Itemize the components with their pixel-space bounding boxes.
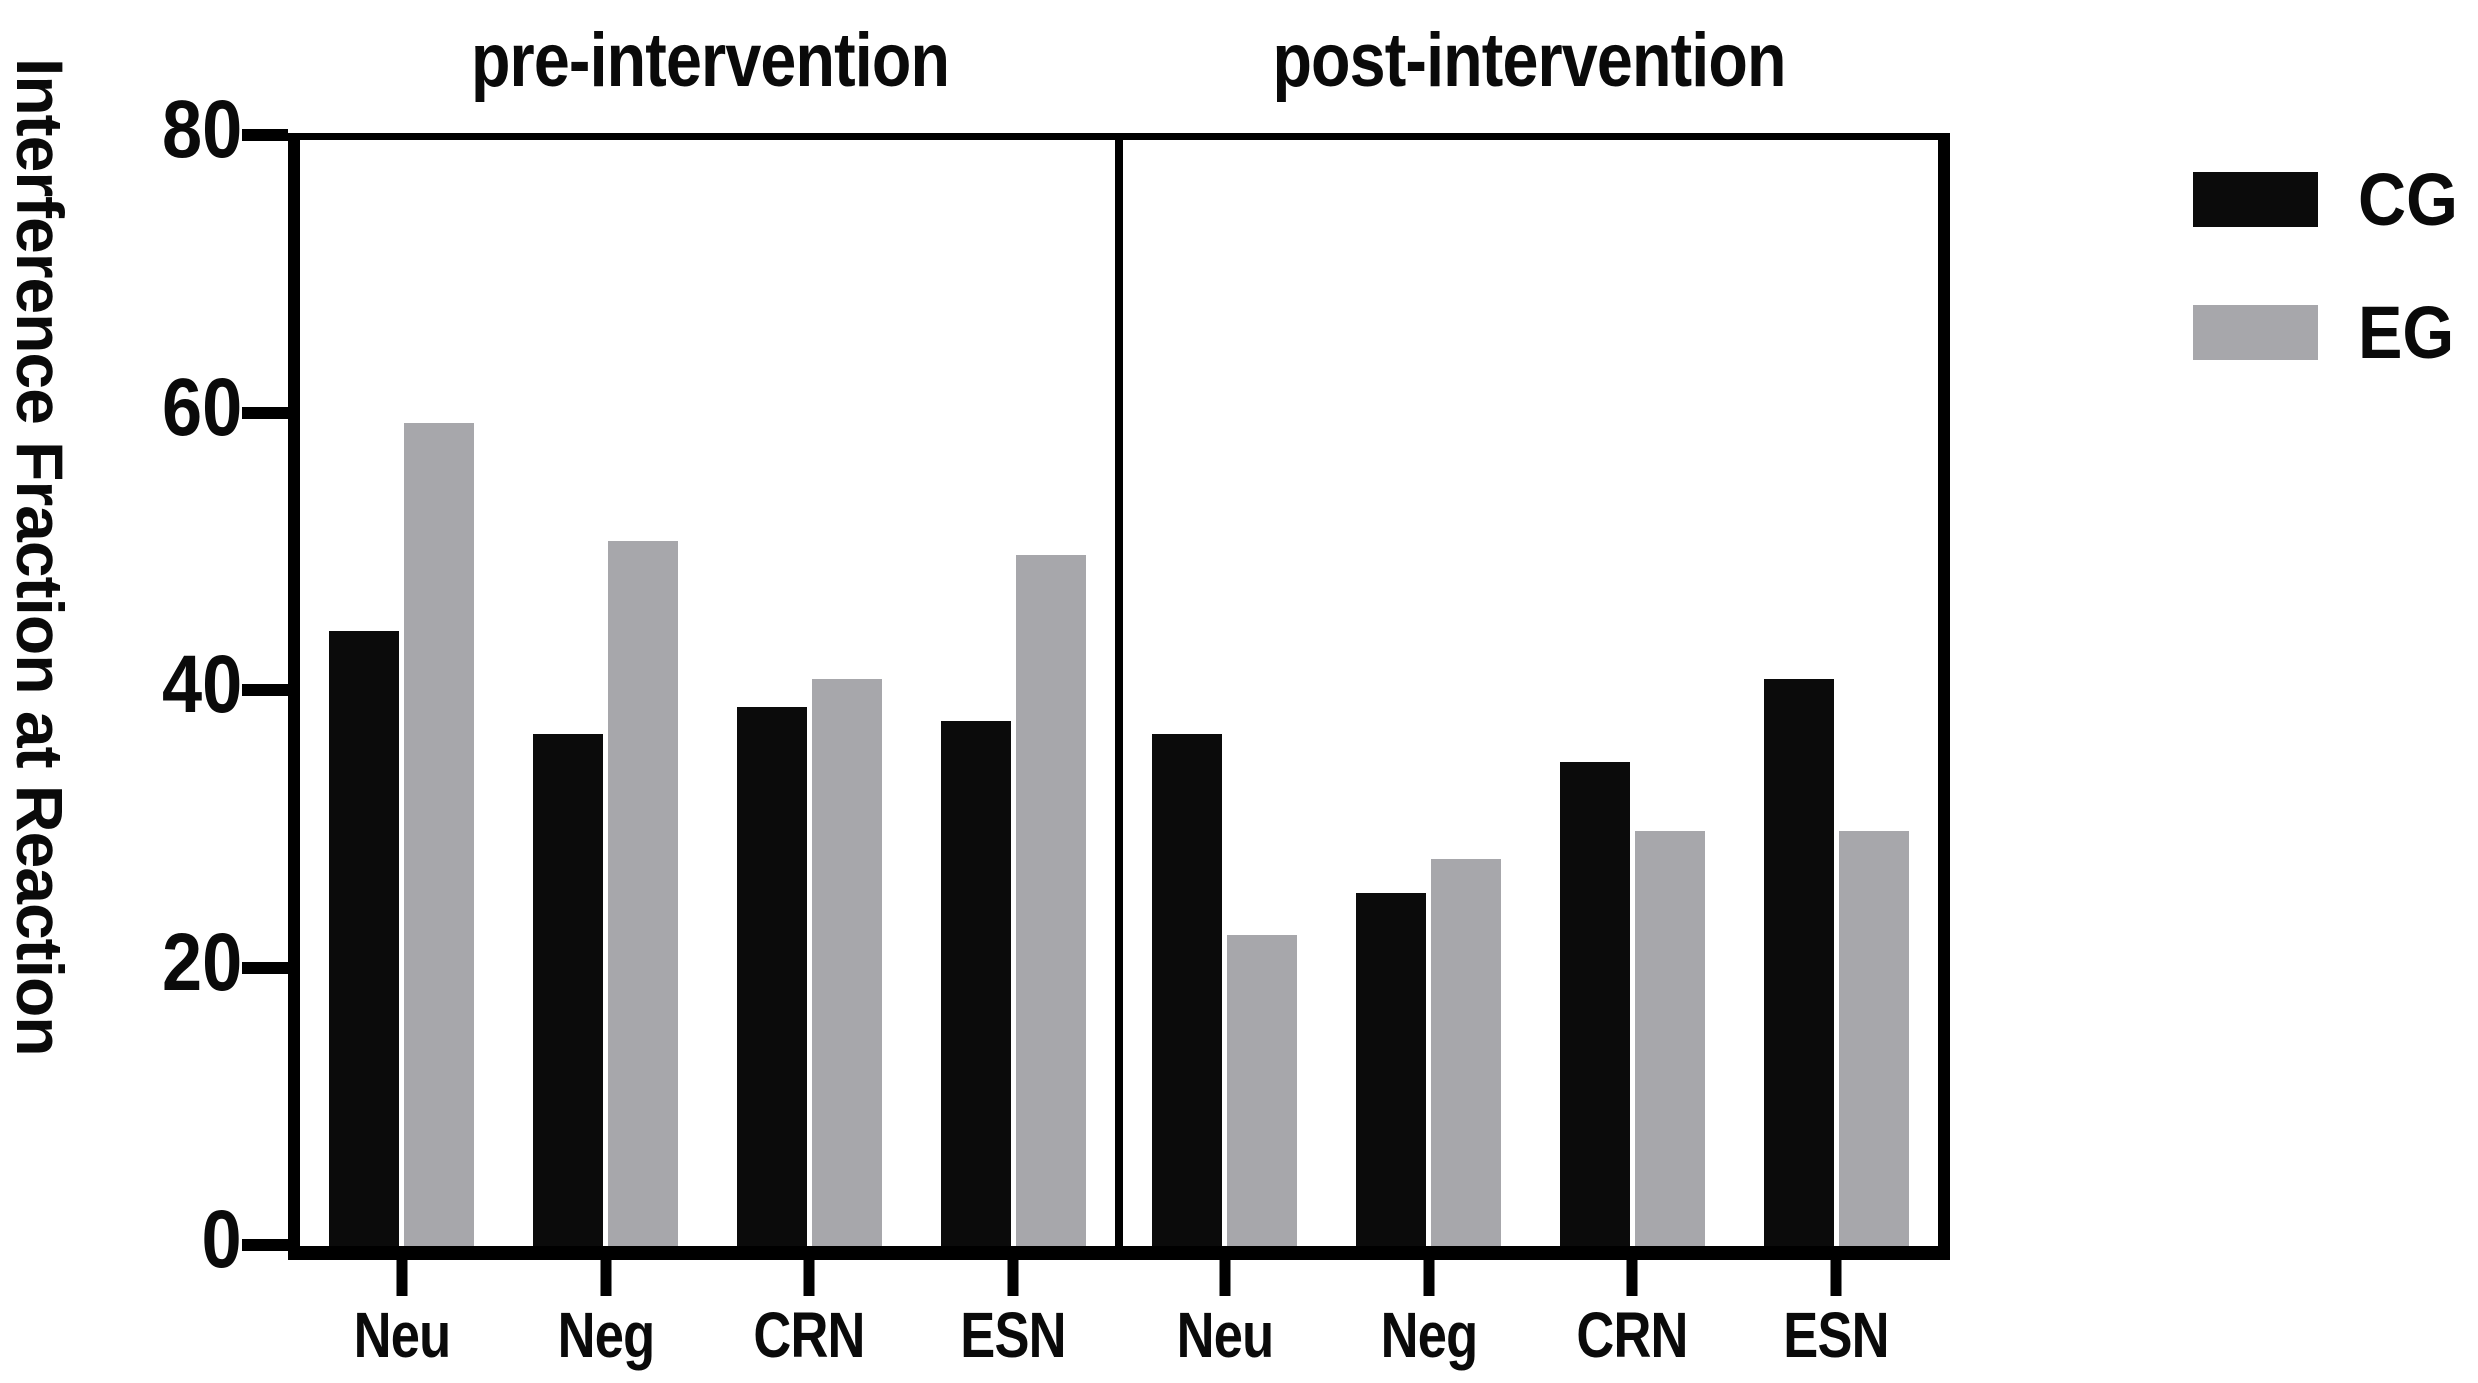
- legend-swatch-cg: [2193, 172, 2318, 227]
- plot-area: Neu Neg CRN ESN Neu Neg CRN ESN 0 20 40 60 80 pre-in…: [162, 18, 1950, 1371]
- y-axis-title: Interference Fraction at Reaction: [3, 58, 77, 1056]
- bar-group-crn: CRN: [708, 140, 912, 1371]
- bar-eg-crn: [1634, 831, 1705, 1246]
- y-tick-label: 80: [161, 84, 242, 175]
- bar-group-neu: Neu: [1123, 140, 1327, 1371]
- panels-container: Neu Neg CRN ESN Neu Neg CRN ESN: [300, 140, 1938, 1371]
- x-tick-mark: [1423, 1260, 1435, 1296]
- bar-eg-neg: [608, 540, 679, 1246]
- x-category-label: Neu: [353, 1299, 452, 1371]
- bar-eg-crn: [811, 679, 882, 1246]
- x-category-label: Neg: [1380, 1299, 1478, 1371]
- panel-title-pre-intervention: pre-intervention: [470, 18, 949, 103]
- y-tick-mark: [242, 684, 288, 696]
- y-tick-label: 60: [161, 361, 242, 453]
- bar-cg-neg: [1356, 893, 1427, 1246]
- x-category-label: Neg: [557, 1299, 655, 1371]
- bar-group-esn: ESN: [911, 140, 1115, 1371]
- x-category-label: ESN: [960, 1299, 1066, 1371]
- x-tick-mark: [600, 1260, 612, 1296]
- bar-group-esn: ESN: [1734, 140, 1938, 1371]
- panel-post-intervention: Neu Neg CRN ESN: [1115, 140, 1938, 1371]
- bar-eg-neu: [404, 423, 475, 1246]
- y-tick-mark: [242, 129, 288, 141]
- legend-item-eg: EG: [2193, 291, 2469, 374]
- x-tick-mark: [803, 1260, 815, 1296]
- bar-group-crn: CRN: [1531, 140, 1735, 1371]
- bar-eg-esn: [1015, 554, 1086, 1246]
- bar-cg-crn: [736, 706, 807, 1246]
- bar-group-neu: Neu: [300, 140, 504, 1371]
- x-category-label: Neu: [1176, 1299, 1275, 1371]
- legend: CG EG: [2193, 158, 2469, 438]
- bar-cg-neu: [1152, 734, 1223, 1246]
- bar-cg-neu: [329, 630, 400, 1246]
- legend-label: CG: [2358, 158, 2458, 241]
- bar-cg-neg: [533, 734, 604, 1246]
- x-tick-mark: [1626, 1260, 1638, 1296]
- y-tick-label: 20: [161, 916, 242, 1008]
- panel-title-post-intervention: post-intervention: [1271, 18, 1786, 103]
- bar-cg-esn: [1763, 679, 1834, 1246]
- x-tick-mark: [1007, 1260, 1019, 1296]
- legend-swatch-eg: [2193, 305, 2318, 360]
- bar-eg-esn: [1838, 831, 1909, 1246]
- bar-group-neg: Neg: [1327, 140, 1531, 1371]
- legend-item-cg: CG: [2193, 158, 2469, 241]
- bar-eg-neu: [1227, 934, 1298, 1246]
- y-tick-mark: [242, 1239, 288, 1251]
- y-tick-mark: [242, 406, 288, 419]
- x-category-label: CRN: [1576, 1299, 1689, 1371]
- panel-pre-intervention: Neu Neg CRN ESN: [300, 140, 1115, 1371]
- bar-eg-neg: [1431, 858, 1502, 1246]
- legend-label: EG: [2358, 291, 2455, 374]
- bar-cg-crn: [1559, 762, 1630, 1246]
- bar-group-neg: Neg: [504, 140, 708, 1371]
- x-tick-mark: [1830, 1260, 1842, 1296]
- y-tick-label: 40: [161, 639, 242, 730]
- y-tick-mark: [242, 961, 288, 974]
- bar-cg-esn: [940, 720, 1011, 1246]
- y-tick-label: 0: [201, 1194, 242, 1285]
- x-category-label: CRN: [753, 1299, 866, 1371]
- x-tick-mark: [1219, 1260, 1231, 1296]
- x-category-label: ESN: [1783, 1299, 1889, 1371]
- x-tick-mark: [396, 1260, 408, 1296]
